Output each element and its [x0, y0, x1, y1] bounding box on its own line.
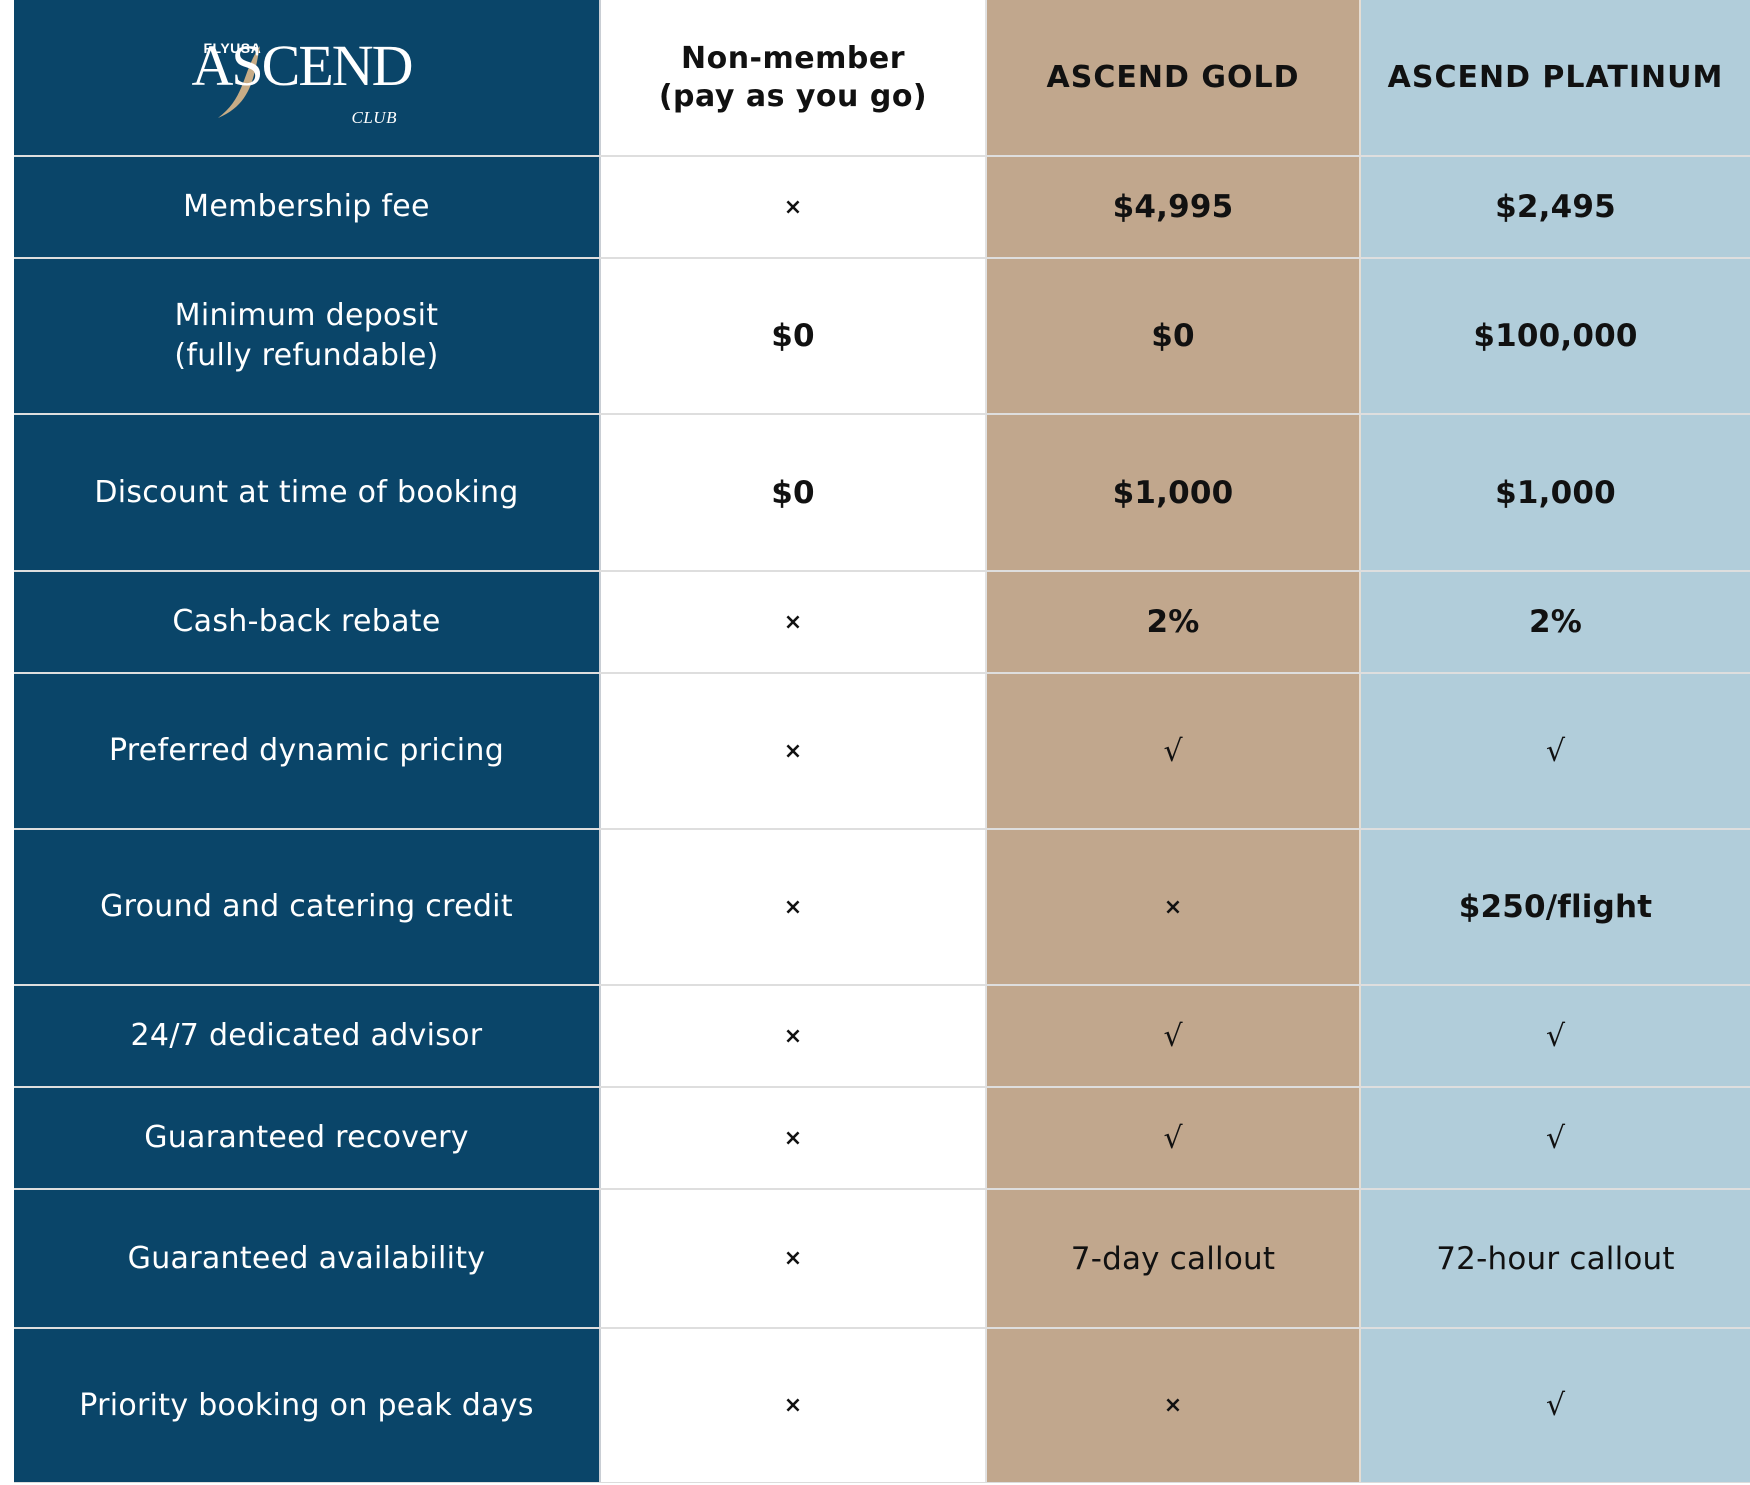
non-member-value: × — [601, 1190, 987, 1327]
table-row-dedicated-advisor: 24/7 dedicated advisor × √ √ — [14, 984, 1750, 1086]
check-icon: √ — [1163, 1120, 1183, 1156]
cross-icon: × — [1163, 894, 1183, 920]
non-member-value: × — [601, 157, 987, 257]
row-label: Membership fee — [14, 157, 601, 257]
cross-icon: × — [783, 609, 803, 635]
flyusa-ascend-club-logo: FLYUSA ASCEND CLUB — [192, 28, 422, 128]
membership-comparison-table: FLYUSA ASCEND CLUB Non-member (pay as yo… — [14, 0, 1750, 1483]
non-member-title: Non-member — [680, 40, 905, 76]
check-icon: √ — [1545, 1018, 1566, 1054]
gold-value: √ — [987, 674, 1361, 828]
platinum-value: √ — [1361, 1329, 1750, 1482]
table-row-guaranteed-recovery: Guaranteed recovery × √ √ — [14, 1086, 1750, 1188]
non-member-value: × — [601, 830, 987, 984]
cross-icon: × — [783, 194, 803, 220]
platinum-value: √ — [1361, 986, 1750, 1086]
table-row-priority-booking: Priority booking on peak days × × √ — [14, 1327, 1750, 1482]
cross-icon: × — [783, 894, 803, 920]
gold-title: ASCEND GOLD — [1046, 59, 1300, 95]
non-member-value: × — [601, 1329, 987, 1482]
non-member-value: $0 — [601, 415, 987, 570]
row-label: Preferred dynamic pricing — [14, 674, 601, 828]
non-member-value: $0 — [601, 259, 987, 413]
non-member-value: × — [601, 986, 987, 1086]
platinum-value: $2,495 — [1361, 157, 1750, 257]
cross-icon: × — [783, 1393, 803, 1418]
gold-value: √ — [987, 1088, 1361, 1188]
non-member-value: × — [601, 1088, 987, 1188]
table-row-membership-fee: Membership fee × $4,995 $2,495 — [14, 155, 1750, 257]
check-icon: √ — [1545, 733, 1566, 769]
header-row: FLYUSA ASCEND CLUB Non-member (pay as yo… — [14, 0, 1750, 155]
gold-value: × — [987, 1329, 1361, 1482]
gold-value: $1,000 — [987, 415, 1361, 570]
logo-cell: FLYUSA ASCEND CLUB — [14, 0, 601, 155]
logo-name: ASCEND — [191, 32, 414, 98]
logo-sub: CLUB — [351, 107, 397, 127]
platinum-value: √ — [1361, 1088, 1750, 1188]
row-label: Ground and catering credit — [14, 830, 601, 984]
check-icon: √ — [1163, 733, 1183, 769]
cross-icon: × — [783, 1125, 803, 1151]
row-label: Guaranteed recovery — [14, 1088, 601, 1188]
gold-value: 7-day callout — [987, 1190, 1361, 1327]
platinum-value: √ — [1361, 674, 1750, 828]
table-row-minimum-deposit: Minimum deposit (fully refundable) $0 $0… — [14, 257, 1750, 413]
platinum-value: $100,000 — [1361, 259, 1750, 413]
check-icon: √ — [1545, 1120, 1566, 1156]
logo-brand: FLYUSA — [203, 39, 262, 56]
platinum-value: 2% — [1361, 572, 1750, 672]
row-label: Guaranteed availability — [14, 1190, 601, 1327]
gold-value: $4,995 — [987, 157, 1361, 257]
row-label: Cash-back rebate — [14, 572, 601, 672]
swoosh-icon — [217, 45, 260, 118]
non-member-value: × — [601, 572, 987, 672]
row-label: 24/7 dedicated advisor — [14, 986, 601, 1086]
platinum-value: $250/flight — [1361, 830, 1750, 984]
platinum-value: $1,000 — [1361, 415, 1750, 570]
table-row-dynamic-pricing: Preferred dynamic pricing × √ √ — [14, 672, 1750, 828]
row-label: Minimum deposit (fully refundable) — [14, 259, 601, 413]
column-header-gold: ASCEND GOLD — [987, 0, 1361, 155]
non-member-value: × — [601, 674, 987, 828]
gold-value: × — [987, 830, 1361, 984]
cross-icon: × — [783, 1023, 803, 1049]
check-icon: √ — [1545, 1388, 1566, 1423]
non-member-subtitle: (pay as you go) — [658, 78, 928, 114]
table-row-guaranteed-availability: Guaranteed availability × 7-day callout … — [14, 1188, 1750, 1327]
platinum-value: 72-hour callout — [1361, 1190, 1750, 1327]
gold-value: $0 — [987, 259, 1361, 413]
gold-value: 2% — [987, 572, 1361, 672]
table-row-ground-catering: Ground and catering credit × × $250/flig… — [14, 828, 1750, 984]
check-icon: √ — [1163, 1018, 1183, 1054]
column-header-non-member: Non-member (pay as you go) — [601, 0, 987, 155]
platinum-title: ASCEND PLATINUM — [1387, 59, 1724, 95]
cross-icon: × — [1163, 1393, 1183, 1418]
cross-icon: × — [783, 1246, 803, 1271]
table-row-cash-back: Cash-back rebate × 2% 2% — [14, 570, 1750, 672]
gold-value: √ — [987, 986, 1361, 1086]
row-label: Discount at time of booking — [14, 415, 601, 570]
row-label: Priority booking on peak days — [14, 1329, 601, 1482]
table-row-discount: Discount at time of booking $0 $1,000 $1… — [14, 413, 1750, 570]
cross-icon: × — [783, 738, 803, 764]
column-header-platinum: ASCEND PLATINUM — [1361, 0, 1750, 155]
